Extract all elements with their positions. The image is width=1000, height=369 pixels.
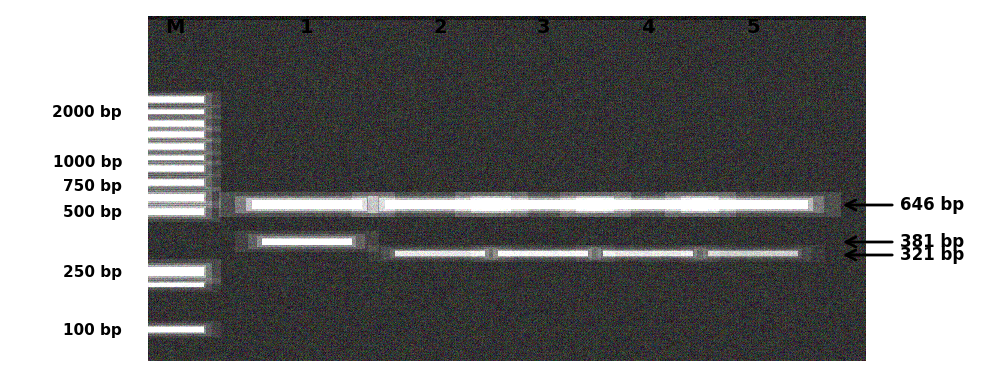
Text: 4: 4	[641, 18, 655, 37]
Text: 646 bp: 646 bp	[900, 196, 964, 214]
Text: 381 bp: 381 bp	[900, 233, 964, 251]
Text: 1000 bp: 1000 bp	[53, 155, 122, 169]
Text: 5: 5	[746, 18, 760, 37]
Text: 500 bp: 500 bp	[63, 204, 122, 220]
Text: 750 bp: 750 bp	[63, 179, 122, 194]
Text: 2000 bp: 2000 bp	[52, 106, 122, 121]
Text: 321 bp: 321 bp	[900, 246, 964, 264]
Text: 100 bp: 100 bp	[63, 323, 122, 338]
Text: 1: 1	[300, 18, 314, 37]
Text: M: M	[165, 18, 185, 37]
Text: 2: 2	[433, 18, 447, 37]
Text: 250 bp: 250 bp	[63, 265, 122, 279]
Text: 3: 3	[536, 18, 550, 37]
